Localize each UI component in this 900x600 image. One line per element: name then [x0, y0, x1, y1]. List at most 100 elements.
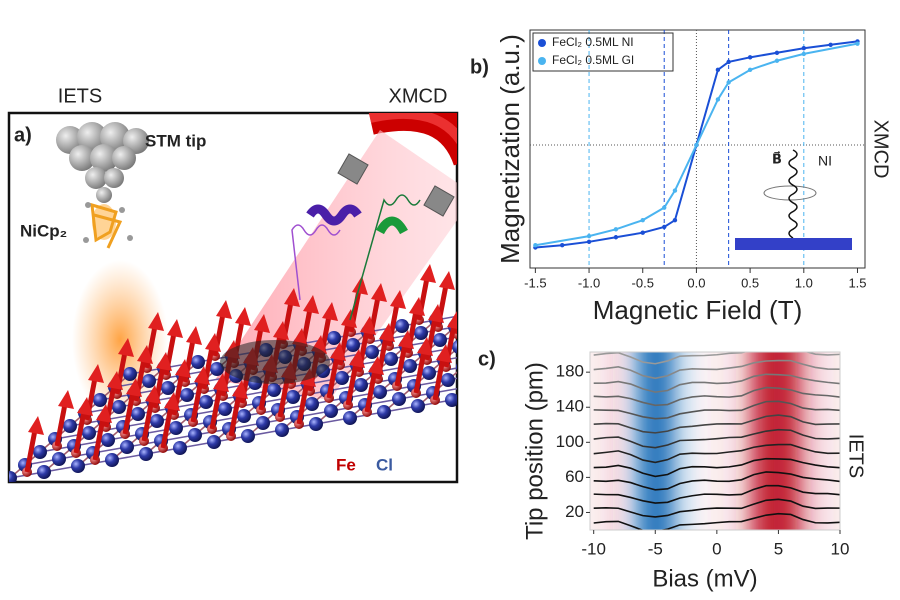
spin-arrowhead — [417, 337, 433, 356]
cl-atom — [33, 445, 47, 459]
magnet-highlight — [368, 113, 457, 145]
spin-arrowhead — [379, 323, 395, 342]
cl-atom — [63, 419, 77, 433]
legend-label: FeCl₂ 0.5ML GI — [552, 53, 634, 67]
spin-arrow — [73, 410, 87, 454]
spectrum-trace — [593, 400, 840, 420]
side-label: XMCD — [870, 120, 892, 179]
inset-wave — [788, 149, 798, 239]
cl-atom — [305, 397, 319, 411]
spectrum-trace — [593, 471, 840, 491]
spin-arrow — [413, 350, 427, 394]
data-point — [560, 243, 565, 248]
stm-tip — [56, 122, 149, 203]
y-tick-label: 20 — [565, 502, 584, 521]
spin-arrow — [296, 381, 310, 425]
cl-atom — [37, 465, 51, 479]
data-point — [694, 142, 699, 148]
heatmap-cell — [747, 352, 761, 530]
heatmap-cell — [649, 352, 662, 530]
spin-arrowhead — [194, 366, 210, 385]
heatmap-cell — [723, 352, 736, 530]
heatmap-cell — [809, 352, 823, 530]
magnetization-chart: -1.5 -1.0 -0.5 0.0 0.5 1.0 1.5 FeCl₂ 0.5ML NI Fe… — [470, 29, 892, 325]
data-point — [640, 230, 645, 235]
spectrum-trace — [593, 443, 840, 464]
data-point — [801, 46, 806, 51]
spin-arrowhead — [545, 273, 561, 292]
cl-atom — [161, 381, 175, 395]
legend-swatch — [538, 39, 546, 47]
spectrum-trace — [593, 359, 840, 380]
spin-arrowhead — [254, 314, 270, 333]
data-point — [828, 42, 833, 48]
spin-arrowhead — [126, 378, 142, 397]
heatmap-cell — [821, 352, 835, 530]
bond — [467, 374, 482, 387]
spectrum-trace — [593, 414, 840, 434]
data-point — [672, 217, 678, 223]
cl-atom — [550, 302, 564, 316]
cl-atom — [395, 319, 409, 333]
cl-atom — [9, 471, 17, 482]
panel-label: b) — [470, 56, 489, 78]
legend-frame — [532, 32, 674, 72]
spin-arrowhead — [28, 416, 44, 435]
cl-atom — [241, 429, 255, 443]
cl-atom — [565, 289, 579, 303]
bond — [489, 315, 523, 321]
data-point — [726, 80, 731, 85]
cl-atom — [482, 314, 496, 328]
spectrum-trace — [593, 457, 840, 478]
cl-atom — [256, 416, 270, 430]
spin-arrowhead — [496, 292, 512, 311]
cl-atom — [286, 390, 300, 404]
bond — [493, 328, 508, 341]
panel-label: c) — [478, 348, 496, 370]
spin-arrowhead — [213, 373, 229, 392]
cl-atom — [309, 417, 323, 431]
cl-atom — [327, 331, 341, 345]
spin-arrow — [364, 369, 378, 413]
heatmap-cell — [612, 352, 625, 530]
heatmap-cell — [784, 352, 798, 530]
y-tick-label: 140 — [556, 397, 584, 416]
bond — [489, 308, 504, 321]
x-tick-label: 1.0 — [795, 275, 813, 290]
spin-arrowhead — [145, 385, 161, 404]
cl-atom — [237, 409, 251, 423]
data-point — [747, 67, 753, 73]
cl-atom — [505, 341, 519, 355]
bond — [454, 325, 457, 328]
spin-arrow — [495, 306, 503, 348]
cl-atom — [93, 393, 107, 407]
bond — [459, 334, 474, 347]
spin-arrowhead — [436, 344, 452, 363]
x-tick-label: 0 — [712, 539, 721, 558]
y-axis-title: Magnetization (a.u.) — [495, 34, 525, 264]
spin-arrowhead — [439, 271, 455, 290]
cl-atom — [267, 383, 281, 397]
iets-label: IETS — [58, 85, 102, 107]
spin-arrowhead — [232, 380, 248, 399]
spin-arrowhead — [216, 300, 232, 319]
spin-arrow — [228, 393, 242, 437]
cl-atom — [373, 385, 387, 399]
inset-mode: NI — [818, 153, 832, 169]
cl-atom — [112, 400, 126, 414]
cl-atom — [180, 388, 194, 402]
data-point — [586, 233, 592, 239]
cl-atom — [82, 426, 96, 440]
x-tick-label: 5 — [774, 539, 783, 558]
cl-atom — [343, 411, 357, 425]
data-point — [726, 59, 731, 65]
illustration: IETS XMCD a — [7, 85, 579, 484]
bond — [470, 308, 504, 314]
fe-atom — [509, 350, 519, 360]
heatmap-cell — [833, 352, 840, 530]
lattice — [9, 264, 579, 482]
x-tick-label: 1.5 — [848, 275, 866, 290]
